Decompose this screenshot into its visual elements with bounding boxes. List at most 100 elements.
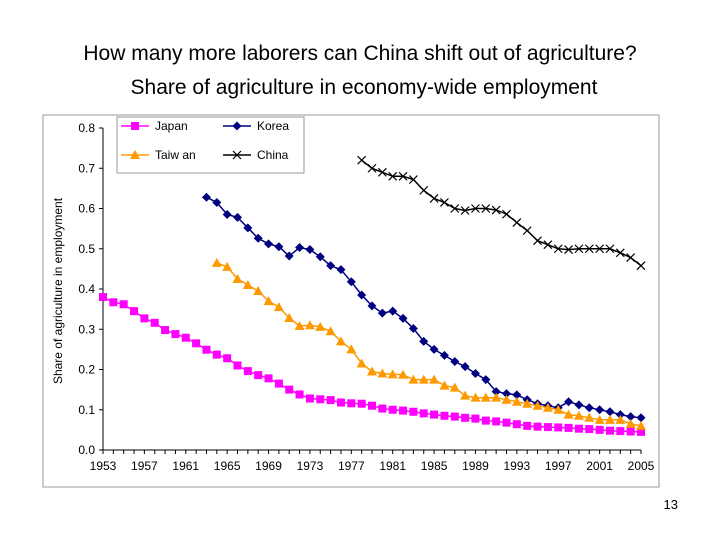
legend-marker	[131, 122, 139, 130]
data-point-japan	[368, 401, 376, 410]
data-point-japan	[637, 427, 645, 436]
y-tick-label: 0.2	[78, 363, 95, 377]
legend-label: China	[257, 148, 289, 162]
data-point-japan	[388, 405, 397, 414]
data-point-japan	[533, 422, 542, 431]
x-marker-stroke	[564, 245, 574, 254]
data-point-china	[605, 244, 615, 254]
legend-marker	[130, 150, 140, 159]
series-japan	[99, 293, 645, 436]
x-marker-stroke	[460, 206, 470, 215]
data-point-korea	[605, 407, 615, 417]
data-point-korea	[346, 277, 356, 287]
data-point-korea	[284, 251, 294, 261]
data-point-korea	[336, 265, 346, 275]
data-point-taiwan	[573, 410, 584, 420]
data-point-japan	[223, 354, 232, 363]
data-point-taiwan	[356, 358, 367, 368]
data-point-japan	[399, 406, 408, 415]
data-point-china	[584, 244, 594, 254]
data-point-taiwan	[377, 368, 388, 378]
x-marker-stroke	[522, 226, 532, 236]
data-point-china	[512, 218, 522, 228]
data-point-china	[502, 209, 511, 219]
data-point-china	[460, 206, 470, 215]
data-point-taiwan	[480, 392, 491, 402]
data-point-japan	[409, 407, 418, 416]
legend-item-china: China	[223, 148, 289, 162]
data-point-taiwan	[542, 402, 553, 412]
y-tick-label: 0.6	[78, 202, 95, 216]
x-marker-stroke	[543, 240, 553, 250]
data-point-korea	[564, 397, 574, 407]
data-point-japan	[212, 350, 221, 359]
x-marker-stroke	[615, 248, 625, 258]
chart-legend: Japan Korea Taiw an China	[116, 116, 305, 174]
x-marker-stroke	[584, 244, 594, 254]
x-marker-stroke	[491, 205, 501, 215]
data-point-taiwan	[522, 398, 533, 408]
data-point-korea	[574, 400, 584, 410]
data-point-taiwan	[335, 336, 346, 346]
data-point-japan	[243, 367, 252, 376]
data-point-korea	[222, 210, 232, 220]
data-point-korea	[408, 323, 418, 333]
y-tick-label: 0.7	[78, 161, 95, 175]
data-point-japan	[543, 423, 552, 432]
data-point-china	[553, 244, 563, 254]
data-point-taiwan	[398, 369, 409, 379]
data-point-japan	[109, 298, 118, 307]
data-point-korea	[274, 242, 284, 252]
y-tick-label: 0.0	[78, 443, 95, 457]
x-tick-label: 1965	[214, 459, 241, 473]
data-point-taiwan	[294, 321, 305, 331]
data-point-taiwan	[325, 326, 336, 336]
data-point-china	[367, 163, 377, 173]
data-point-korea	[584, 403, 594, 413]
data-point-korea	[439, 350, 449, 360]
data-point-taiwan	[263, 296, 274, 306]
data-point-japan	[523, 421, 532, 430]
data-point-china	[543, 240, 553, 250]
data-point-china	[491, 205, 501, 215]
data-point-china	[595, 244, 605, 254]
data-point-japan	[512, 420, 521, 429]
data-point-china	[481, 204, 491, 213]
data-point-korea	[357, 290, 367, 300]
data-point-japan	[99, 293, 107, 302]
data-point-taiwan	[315, 321, 326, 331]
data-point-korea	[502, 389, 511, 399]
data-point-taiwan	[449, 382, 460, 392]
data-point-japan	[471, 414, 480, 423]
x-marker-stroke	[512, 218, 522, 228]
data-point-china	[439, 198, 449, 207]
x-marker-stroke	[367, 163, 377, 173]
data-point-korea	[450, 356, 460, 366]
data-point-korea	[377, 308, 387, 318]
data-point-taiwan	[346, 344, 357, 354]
data-point-taiwan	[232, 273, 243, 283]
data-point-japan	[595, 425, 604, 434]
data-point-japan	[326, 396, 335, 405]
legend-item-taiwan: Taiw an	[121, 148, 196, 162]
data-point-korea	[398, 313, 408, 323]
data-point-korea	[460, 362, 470, 372]
data-point-japan	[285, 385, 294, 394]
x-tick-label: 1961	[172, 459, 199, 473]
data-point-taiwan	[584, 412, 595, 422]
data-point-china	[450, 204, 460, 213]
data-point-korea	[429, 344, 439, 354]
data-point-japan	[502, 418, 511, 427]
x-marker-stroke	[471, 204, 480, 213]
data-point-japan	[481, 416, 490, 425]
data-point-china	[522, 226, 532, 236]
x-tick-label: 1989	[462, 459, 489, 473]
data-point-taiwan	[273, 302, 284, 312]
data-point-korea	[212, 197, 222, 207]
data-point-china	[564, 245, 574, 254]
data-point-japan	[336, 398, 345, 407]
data-point-taiwan	[253, 286, 264, 296]
data-point-korea	[295, 243, 305, 253]
data-point-japan	[605, 426, 614, 435]
data-point-japan	[554, 423, 563, 432]
